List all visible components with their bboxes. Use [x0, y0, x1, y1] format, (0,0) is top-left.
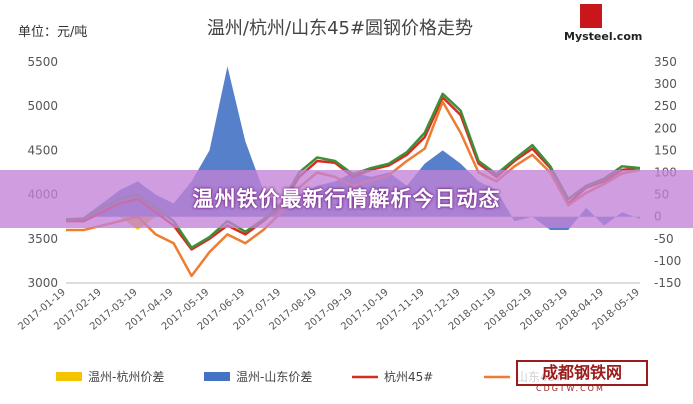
cdgtw-watermark: 成都钢铁网 CDGTW.COM	[512, 356, 662, 394]
y-left-tick-label: 3000	[27, 276, 58, 290]
headline-banner	[0, 170, 693, 228]
y-left-tick-label: 4500	[27, 143, 58, 157]
cdgtw-watermark-url: CDGTW.COM	[536, 384, 605, 393]
y-right-tick-label: -100	[654, 254, 681, 268]
y-right-tick-label: 250	[654, 99, 677, 113]
y-right-tick-label: 200	[654, 121, 677, 135]
legend-swatch	[204, 372, 230, 381]
left-axis: 300035004000450050005500	[27, 55, 58, 290]
legend-label: 温州-杭州价差	[88, 369, 164, 384]
legend-label: 温州-山东价差	[236, 370, 312, 384]
y-right-tick-label: 150	[654, 143, 677, 157]
legend-label: 杭州45#	[384, 369, 433, 384]
headline-text: 温州铁价最新行情解析今日动态	[192, 187, 501, 211]
y-left-tick-label: 3500	[27, 232, 58, 246]
y-left-tick-label: 5000	[27, 99, 58, 113]
mysteel-wordmark: Mysteel.com	[564, 30, 643, 43]
mysteel-seal	[580, 4, 602, 28]
y-left-tick-label: 5500	[27, 55, 58, 69]
legend-swatch	[56, 372, 82, 381]
x-axis: 2017-01-192017-02-192017-03-192017-04-19…	[16, 282, 642, 333]
cdgtw-watermark-mark: 成都钢铁网	[516, 360, 648, 386]
y-right-tick-label: 300	[654, 77, 677, 91]
chart-title: 温州/杭州/山东45#圆钢价格走势	[207, 18, 473, 39]
y-right-tick-label: 350	[654, 55, 677, 69]
mysteel-logo: Mysteel.com	[556, 4, 648, 48]
y-right-tick-label: -50	[654, 232, 674, 246]
y-right-tick-label: -150	[654, 276, 681, 290]
unit-label: 单位：元/吨	[18, 25, 87, 40]
